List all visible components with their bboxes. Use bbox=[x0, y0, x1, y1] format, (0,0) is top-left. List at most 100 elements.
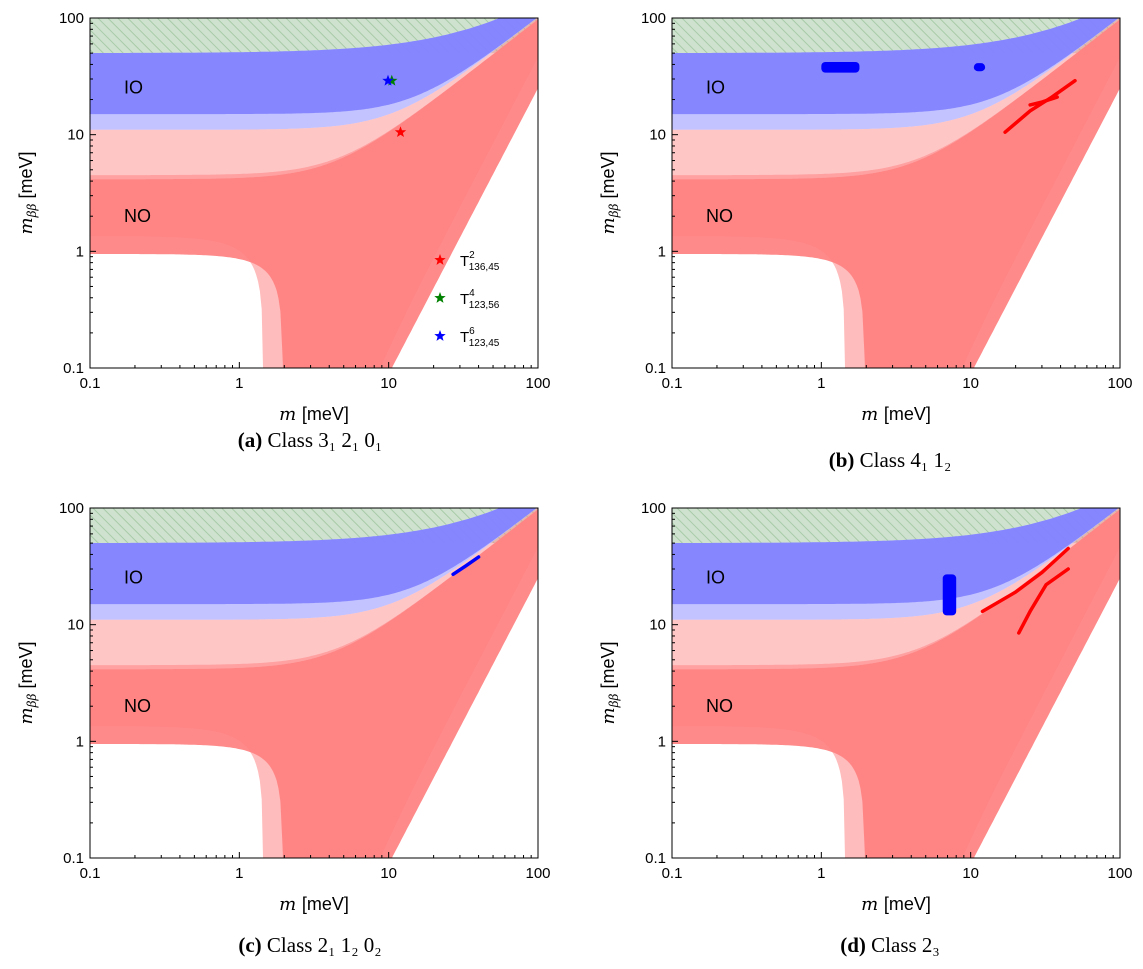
io-label: IO bbox=[706, 567, 725, 587]
y-axis-sub: ββ bbox=[607, 693, 621, 708]
x-tick-label: 1 bbox=[235, 375, 243, 392]
io-band-dark bbox=[90, 508, 537, 605]
y-tick-label: 0.1 bbox=[63, 850, 84, 867]
y-tick-label: 10 bbox=[67, 127, 84, 144]
y-axis-label: mββ [meV] bbox=[598, 642, 621, 725]
legend-entry: T6 123,45 bbox=[460, 326, 500, 349]
x-tick-label: 0.1 bbox=[662, 375, 683, 392]
x-tick-label: 0.1 bbox=[662, 865, 683, 882]
y-axis-sub: ββ bbox=[607, 203, 621, 218]
y-axis-label: mββ [meV] bbox=[16, 642, 39, 725]
y-axis-label: mββ [meV] bbox=[598, 152, 621, 235]
y-axis-var: m bbox=[16, 707, 37, 724]
plot-frame bbox=[89, 17, 539, 369]
plot-area bbox=[90, 18, 538, 368]
data-point-cloud bbox=[821, 61, 860, 73]
star-icon bbox=[434, 254, 446, 265]
x-axis-unit: [meV] bbox=[884, 404, 931, 424]
caption-label: (d) bbox=[840, 933, 866, 957]
y-axis-sub: ββ bbox=[25, 203, 39, 218]
x-tick-label: 100 bbox=[525, 375, 550, 392]
y-tick-label: 0.1 bbox=[63, 360, 84, 377]
y-axis-unit: [meV] bbox=[598, 152, 618, 204]
panel-caption: (c) Class 2₁ 1₂ 0₂ bbox=[238, 933, 381, 957]
no-band-dark bbox=[90, 509, 538, 858]
x-axis-unit: [meV] bbox=[302, 404, 349, 424]
overlap-band bbox=[90, 508, 538, 670]
x-axis-var: m bbox=[279, 894, 302, 915]
io-band-dark bbox=[672, 18, 1119, 115]
data-marks bbox=[942, 546, 1070, 635]
y-tick-label: 100 bbox=[641, 500, 666, 517]
plot-frame bbox=[89, 507, 539, 859]
legend-entry: T4 123,56 bbox=[460, 288, 500, 311]
x-tick-label: 10 bbox=[380, 865, 397, 882]
legend-entry: T2 136,45 bbox=[460, 250, 500, 273]
data-marks bbox=[451, 555, 481, 577]
x-axis-label: m [meV] bbox=[279, 404, 349, 425]
plot-frame bbox=[671, 507, 1121, 859]
x-axis-var: m bbox=[861, 404, 884, 425]
y-tick-label: 10 bbox=[649, 617, 666, 634]
caption-label: (b) bbox=[829, 448, 855, 472]
star-icon bbox=[434, 292, 446, 303]
y-axis-var: m bbox=[16, 217, 37, 234]
data-point-star bbox=[394, 126, 407, 137]
x-tick-label: 100 bbox=[1107, 375, 1132, 392]
data-marks bbox=[821, 61, 1077, 134]
y-tick-label: 100 bbox=[59, 500, 84, 517]
x-tick-label: 10 bbox=[962, 375, 979, 392]
y-tick-label: 1 bbox=[658, 243, 666, 260]
x-axis-var: m bbox=[279, 404, 302, 425]
io-label: IO bbox=[124, 77, 143, 97]
x-axis-label: m [meV] bbox=[861, 894, 931, 915]
x-tick-label: 1 bbox=[235, 865, 243, 882]
overlap-band bbox=[672, 508, 1120, 670]
plot-area bbox=[672, 18, 1120, 368]
x-axis-unit: [meV] bbox=[884, 894, 931, 914]
y-tick-label: 10 bbox=[67, 617, 84, 634]
caption-text: Class 4₁ 1₂ bbox=[854, 448, 951, 472]
x-axis-unit: [meV] bbox=[302, 894, 349, 914]
no-label: NO bbox=[124, 206, 151, 226]
y-axis-unit: [meV] bbox=[16, 152, 36, 204]
y-axis-sub: ββ bbox=[25, 693, 39, 708]
caption-text: Class 3₁ 2₁ 0₁ bbox=[262, 428, 382, 452]
io-band-dark bbox=[90, 18, 537, 115]
x-tick-label: 0.1 bbox=[80, 375, 101, 392]
y-tick-label: 0.1 bbox=[645, 850, 666, 867]
no-band-dark bbox=[90, 19, 538, 368]
panel-caption: (a) Class 3₁ 2₁ 0₁ bbox=[238, 428, 382, 452]
star-icon bbox=[434, 330, 446, 341]
io-label: IO bbox=[124, 567, 143, 587]
overlap-band bbox=[672, 18, 1120, 180]
data-point-curve bbox=[1028, 95, 1059, 107]
panel-caption: (d) Class 2₃ bbox=[840, 933, 940, 957]
x-axis-var: m bbox=[861, 894, 884, 915]
y-axis-var: m bbox=[598, 217, 619, 234]
data-marks bbox=[382, 74, 407, 137]
data-point-curve bbox=[451, 555, 481, 577]
x-tick-label: 0.1 bbox=[80, 865, 101, 882]
data-point-star bbox=[382, 74, 394, 86]
x-axis-label: m [meV] bbox=[861, 404, 931, 425]
y-axis-label: mββ [meV] bbox=[16, 152, 39, 235]
y-axis-unit: [meV] bbox=[598, 642, 618, 694]
caption-label: (c) bbox=[238, 933, 261, 957]
x-tick-label: 100 bbox=[525, 865, 550, 882]
y-tick-label: 100 bbox=[641, 10, 666, 27]
x-tick-label: 10 bbox=[380, 375, 397, 392]
y-tick-label: 1 bbox=[658, 733, 666, 750]
no-band-dark bbox=[672, 19, 1120, 368]
data-point-cloud bbox=[973, 63, 986, 72]
overlap-band bbox=[90, 18, 538, 180]
no-label: NO bbox=[124, 696, 151, 716]
y-axis-unit: [meV] bbox=[16, 642, 36, 694]
x-tick-label: 10 bbox=[962, 865, 979, 882]
y-tick-label: 1 bbox=[76, 733, 84, 750]
